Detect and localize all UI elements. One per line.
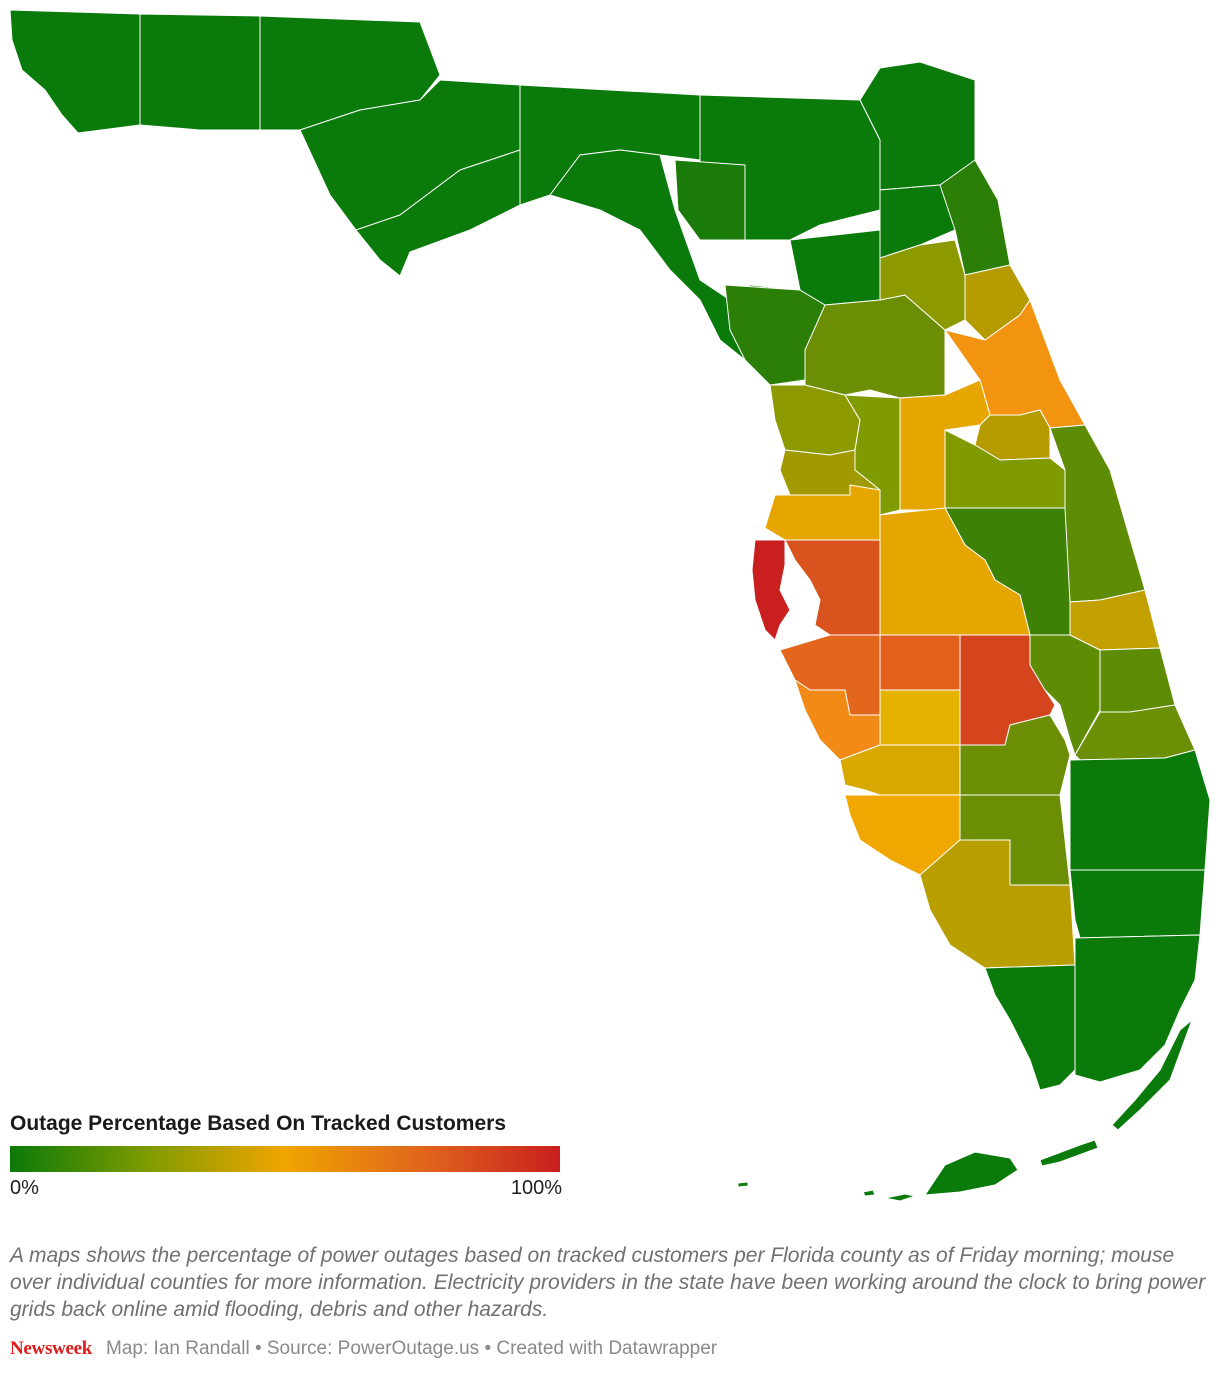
keys-dry-tortugas xyxy=(737,1181,749,1188)
county-hernando[interactable] xyxy=(764,484,881,541)
county-palm-beach[interactable] xyxy=(1069,749,1211,871)
county-suwannee[interactable] xyxy=(674,159,746,241)
keys-lower xyxy=(924,1151,1019,1196)
county-pinellas[interactable] xyxy=(751,539,791,641)
legend-min-label: 0% xyxy=(10,1177,39,1199)
county-desoto[interactable] xyxy=(879,689,961,746)
legend-title: Outage Percentage Based On Tracked Custo… xyxy=(10,1112,507,1135)
county-broward[interactable] xyxy=(1069,869,1206,939)
county-collier[interactable] xyxy=(919,839,1076,969)
legend-max-label: 100% xyxy=(510,1177,562,1199)
county-panhandle-2[interactable] xyxy=(139,13,261,131)
footer: Newsweek Map: Ian Randall • Source: Powe… xyxy=(10,1338,717,1360)
legend-labels: 0% 100% xyxy=(10,1177,562,1203)
keys-west-2 xyxy=(862,1189,876,1197)
county-okeechobee[interactable] xyxy=(1029,634,1101,756)
map-caption: A maps shows the percentage of power out… xyxy=(10,1244,1206,1321)
county-panhandle-coast[interactable] xyxy=(355,149,521,277)
newsweek-logo[interactable]: Newsweek xyxy=(10,1338,93,1359)
county-st-lucie[interactable] xyxy=(1099,647,1176,713)
county-pasco[interactable] xyxy=(784,539,881,636)
florida-county-map xyxy=(9,9,1211,1202)
keys-west-1 xyxy=(884,1193,916,1202)
county-miami-dade[interactable] xyxy=(1074,934,1201,1083)
keys-middle xyxy=(1039,1139,1099,1167)
county-monroe-mainland[interactable] xyxy=(984,964,1076,1091)
county-hardee[interactable] xyxy=(879,634,961,691)
county-panhandle-west[interactable] xyxy=(9,9,141,134)
legend-color-scale xyxy=(10,1146,560,1172)
keys-upper xyxy=(1111,1019,1193,1131)
legend: Outage Percentage Based On Tracked Custo… xyxy=(10,1112,562,1203)
footer-credits: Map: Ian Randall • Source: PowerOutage.u… xyxy=(106,1338,718,1359)
